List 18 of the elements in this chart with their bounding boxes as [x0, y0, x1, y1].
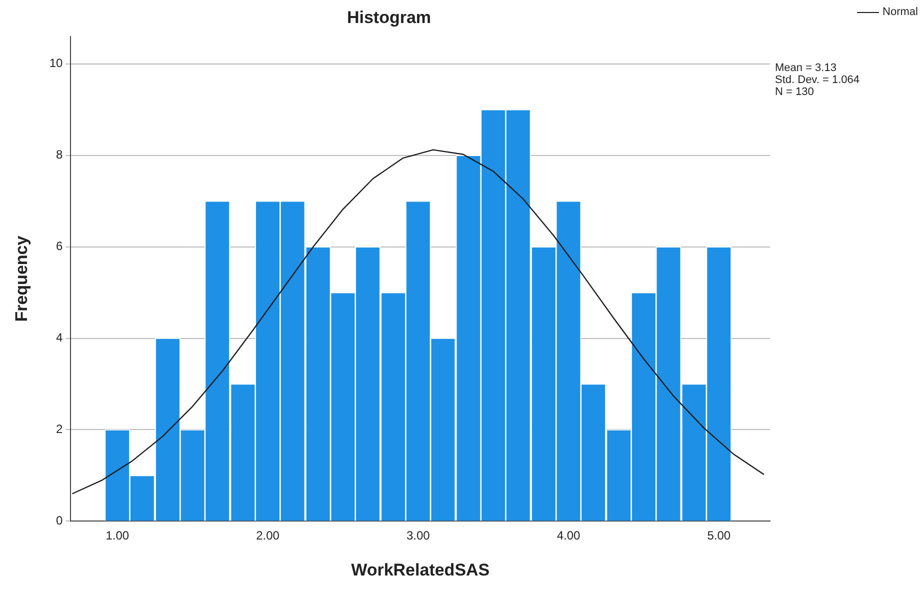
y-tick-label: 6	[56, 239, 64, 254]
x-axis-title: WorkRelatedSAS	[351, 560, 490, 580]
y-axis-title: Frequency	[12, 235, 31, 322]
y-tick-label: 2	[56, 422, 64, 436]
x-tick-label: 2.00	[256, 528, 280, 543]
legend-label: Normal	[882, 6, 918, 18]
text: N = 130	[775, 86, 815, 98]
text: Std. Dev. = 1.064	[775, 74, 860, 86]
x-tick-label: 1.00	[106, 528, 130, 543]
y-tick-label: 10	[49, 56, 64, 70]
chart-title: Histogram	[346, 8, 432, 27]
y-tick-label: 8	[56, 148, 64, 162]
x-tick-label: 3.00	[406, 528, 430, 543]
x-tick-label: 5.00	[707, 528, 731, 543]
y-tick-label: 0	[56, 514, 64, 528]
y-tick-label: 4	[56, 330, 64, 345]
x-tick-label: 4.00	[556, 528, 580, 543]
text: Mean = 3.13	[775, 62, 838, 74]
